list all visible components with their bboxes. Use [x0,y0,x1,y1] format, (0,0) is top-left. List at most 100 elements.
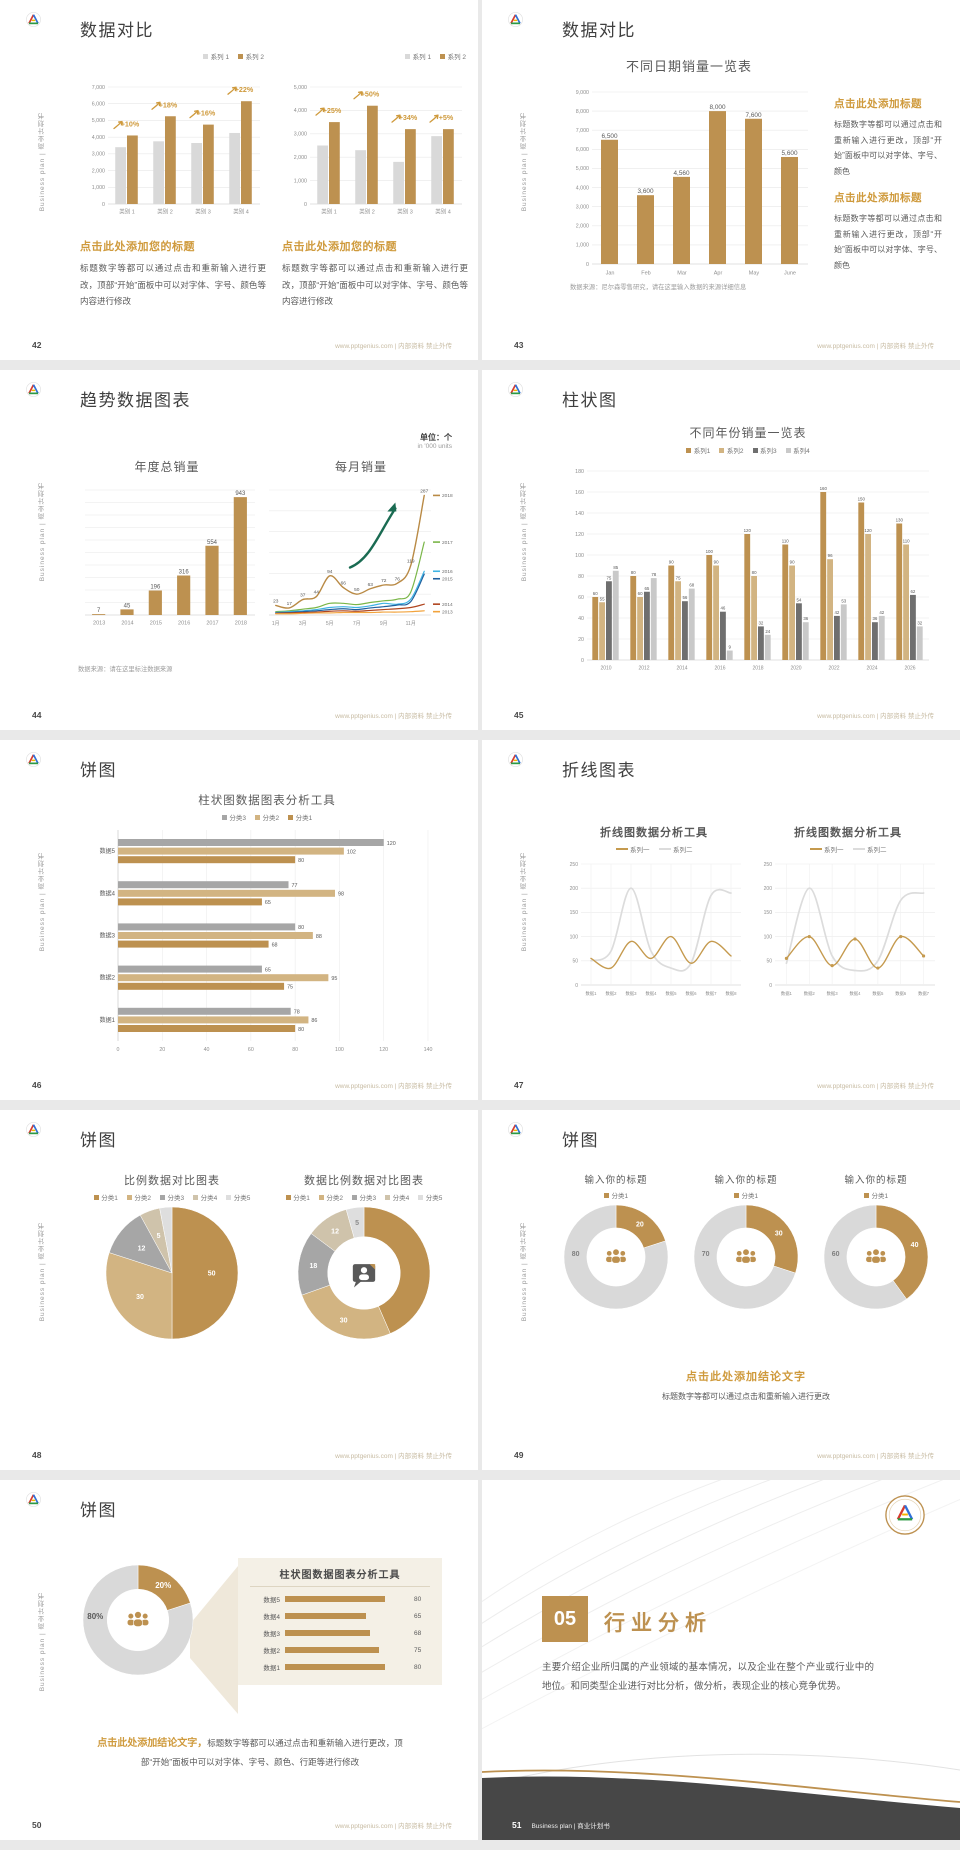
footer-site: www.pptgenius.com | 内部资料 禁止外传 [817,1083,934,1090]
svg-text:24: 24 [765,629,770,634]
svg-text:2017: 2017 [442,540,453,546]
svg-text:2,000: 2,000 [92,168,105,174]
svg-text:5,000: 5,000 [294,85,307,91]
svg-text:80: 80 [298,1027,304,1033]
svg-text:数据4: 数据4 [646,990,658,997]
slide-48[interactable]: Business plan | 商业计划书 饼图 比例数据对比图表 分类1 分类2 分… [0,1110,478,1470]
brand-logo-icon [508,752,523,767]
svg-text:数据2: 数据2 [100,974,116,982]
badge-logo-icon [885,1495,925,1535]
svg-text:196: 196 [150,585,161,591]
slide-42[interactable]: Business plan | 商业计划书 数据对比 系列 1 系列 2 0 1,00… [0,0,478,360]
svg-text:85: 85 [613,565,618,570]
block-body: 标题数字等都可以通过点击和重新输入进行更改，顶部“开始”面板中可以对字体、字号、… [282,263,468,307]
svg-text:110: 110 [782,539,790,544]
svg-text:5月: 5月 [326,621,334,627]
svg-text:6,000: 6,000 [92,102,105,108]
svg-text:9月: 9月 [380,621,388,627]
svg-text:+34%: +34% [399,113,418,122]
svg-text:June: June [784,271,796,277]
svg-text:6,500: 6,500 [602,133,618,140]
svg-text:数据1: 数据1 [586,990,598,997]
svg-text:55: 55 [600,596,605,601]
svg-text:68: 68 [689,583,694,588]
svg-text:44: 44 [314,590,320,596]
svg-text:数据3: 数据3 [626,990,638,997]
svg-text:42: 42 [834,610,839,615]
svg-text:119: 119 [407,558,415,564]
svg-text:80%: 80% [87,1612,103,1621]
sidebar-vertical-text: Business plan | 商业计划书 [39,852,46,952]
brand-logo-icon [508,1122,523,1137]
svg-text:60: 60 [638,591,643,596]
svg-text:78: 78 [651,572,656,577]
svg-text:32: 32 [758,620,763,625]
svg-text:12: 12 [331,1228,339,1235]
brand-logo-icon [26,1492,41,1507]
sidebar-vertical-text: Business plan | 商业计划书 [39,1222,46,1322]
footer-site: www.pptgenius.com | 内部资料 禁止外传 [817,713,934,720]
svg-text:160: 160 [820,486,828,491]
svg-text:63: 63 [368,582,374,588]
svg-text:数据4: 数据4 [850,990,862,997]
svg-text:9,000: 9,000 [576,90,589,96]
svg-text:2015: 2015 [150,621,162,627]
slide-50[interactable]: Business plan | 商业计划书 饼图 20% 80% 柱状图数据图表分… [0,1480,478,1840]
page-title: 柱状图 [562,391,618,410]
svg-text:数据7: 数据7 [706,990,718,997]
slide-49[interactable]: Business plan | 商业计划书 饼图 输入你的标题 分类1 20 80 输… [482,1110,960,1470]
slide-47[interactable]: Business plan | 商业计划书 折线图表 折线图数据分析工具 系列一系… [482,740,960,1100]
page-title: 饼图 [562,1131,599,1150]
footer-site: www.pptgenius.com | 内部资料 禁止外传 [335,1083,452,1090]
line-chart-right: 折线图数据分析工具 系列一 系列二 0 50 100 150 200 250 数据1 数据2 数据3 数… [763,827,935,997]
svg-text:2016: 2016 [442,569,453,575]
svg-text:316: 316 [179,570,190,576]
page-number: 43 [514,340,524,350]
donut-chart-2: 输入你的标题 分类1 30 70 [684,1172,808,1310]
slide-45[interactable]: Business plan | 商业计划书 柱状图 不同年份销量一览表 系列1 系列… [482,370,960,730]
slide-43[interactable]: Business plan | 商业计划书 数据对比 不同日期销量一览表 0 1,0… [482,0,960,360]
slide-51[interactable]: 05 行业分析 主要介绍企业所归属的产业领域的基本情况，以及企业在整个产业或行业… [482,1480,960,1840]
svg-text:12: 12 [138,1245,146,1252]
svg-text:+16%: +16% [197,109,216,118]
svg-text:130: 130 [896,518,904,523]
slide-46[interactable]: Business plan | 商业计划书 饼图 柱状图数据图表分析工具 分类3 分… [0,740,478,1100]
svg-text:Mar: Mar [677,271,687,277]
page-number: 49 [514,1450,524,1460]
donut-chart-3: 输入你的标题 分类1 40 60 [814,1172,938,1310]
svg-text:3,000: 3,000 [576,204,589,210]
svg-text:0: 0 [102,202,105,208]
svg-text:0: 0 [586,262,589,268]
svg-text:90: 90 [714,560,719,565]
svg-text:2010: 2010 [600,666,611,672]
svg-text:Feb: Feb [641,271,650,277]
svg-text:80: 80 [752,570,757,575]
svg-text:46: 46 [720,606,725,611]
svg-text:2013: 2013 [93,621,105,627]
footer-site: www.pptgenius.com | 内部资料 禁止外传 [335,1823,452,1830]
yearly-grouped-column-chart: 不同年份销量一览表 系列1 系列2 系列3 系列4 0 20 40 60 80 100 120 140 1… [575,426,929,672]
svg-text:2018: 2018 [235,621,247,627]
slide-44[interactable]: Business plan | 商业计划书 趋势数据图表 单位：个 in '00… [0,370,478,730]
svg-text:76: 76 [395,576,401,582]
svg-text:65: 65 [265,900,271,906]
svg-text:60: 60 [593,591,598,596]
svg-text:2017: 2017 [206,621,218,627]
svg-text:140: 140 [424,1047,433,1053]
svg-text:94: 94 [327,569,333,575]
svg-text:90: 90 [669,560,674,565]
svg-text:120: 120 [575,532,584,538]
svg-text:120: 120 [864,528,872,533]
svg-text:2016: 2016 [714,666,725,672]
svg-text:Jan: Jan [606,271,615,277]
svg-text:250: 250 [570,862,579,868]
svg-text:1月: 1月 [272,621,280,627]
sidebar-vertical-text: Business plan | 商业计划书 [39,112,46,212]
brand-logo-icon [26,752,41,767]
page-title: 饼图 [80,1501,117,1520]
svg-text:9: 9 [729,645,732,650]
svg-text:2026: 2026 [904,666,915,672]
footer-site: www.pptgenius.com | 内部资料 禁止外传 [335,1453,452,1460]
conclusion-lead: 点击此处添加结论文字， [97,1738,208,1749]
